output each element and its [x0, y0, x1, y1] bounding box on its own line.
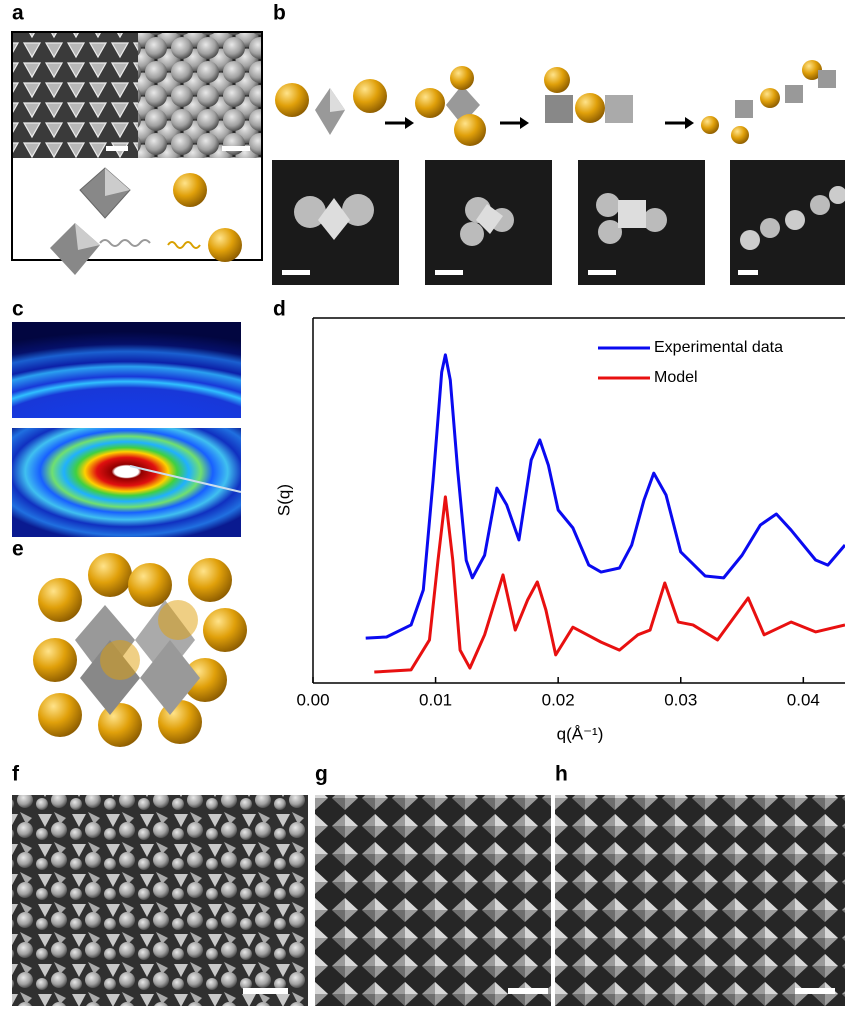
panel-label: f — [12, 763, 20, 786]
legend-label: Experimental data — [654, 339, 783, 356]
illustration — [275, 60, 836, 146]
sem-image — [13, 33, 138, 158]
data-line — [365, 353, 845, 640]
panel-label: a — [12, 2, 24, 25]
data-line — [374, 495, 845, 674]
x-axis-label: q(Å⁻¹) — [557, 724, 604, 743]
sem-image — [272, 160, 845, 285]
sem-image — [555, 795, 845, 1006]
scale-bar — [106, 146, 128, 151]
saxs-pattern — [12, 428, 241, 537]
panel-label: b — [273, 2, 286, 25]
panel-label: g — [315, 763, 328, 786]
sem-image — [138, 33, 261, 158]
y-axis-label: S(q) — [274, 484, 293, 516]
x-tick-label: 0.00 — [296, 690, 329, 709]
x-tick-label: 0.01 — [419, 690, 452, 709]
x-tick-label: 0.04 — [787, 690, 820, 709]
panel-label: e — [12, 538, 24, 561]
x-tick-label: 0.02 — [542, 690, 575, 709]
beamstop — [129, 465, 242, 493]
x-tick-label: 0.03 — [664, 690, 697, 709]
illustration — [33, 553, 247, 747]
scale-bar — [243, 988, 288, 994]
saxs-pattern — [12, 322, 241, 418]
scale-bar — [222, 146, 250, 151]
illustration — [50, 167, 242, 275]
sem-image — [315, 795, 551, 1006]
scale-bar — [795, 988, 835, 994]
legend-label: Model — [654, 369, 698, 386]
sem-image — [12, 795, 308, 1006]
panel-label: h — [555, 763, 568, 786]
panel-label: c — [12, 298, 24, 321]
chart: S(q) q(Å⁻¹) 0.00 0.01 0.02 0.03 0.04 Experime… — [274, 317, 845, 743]
scale-bar — [508, 988, 548, 994]
panel-label: d — [273, 298, 286, 321]
